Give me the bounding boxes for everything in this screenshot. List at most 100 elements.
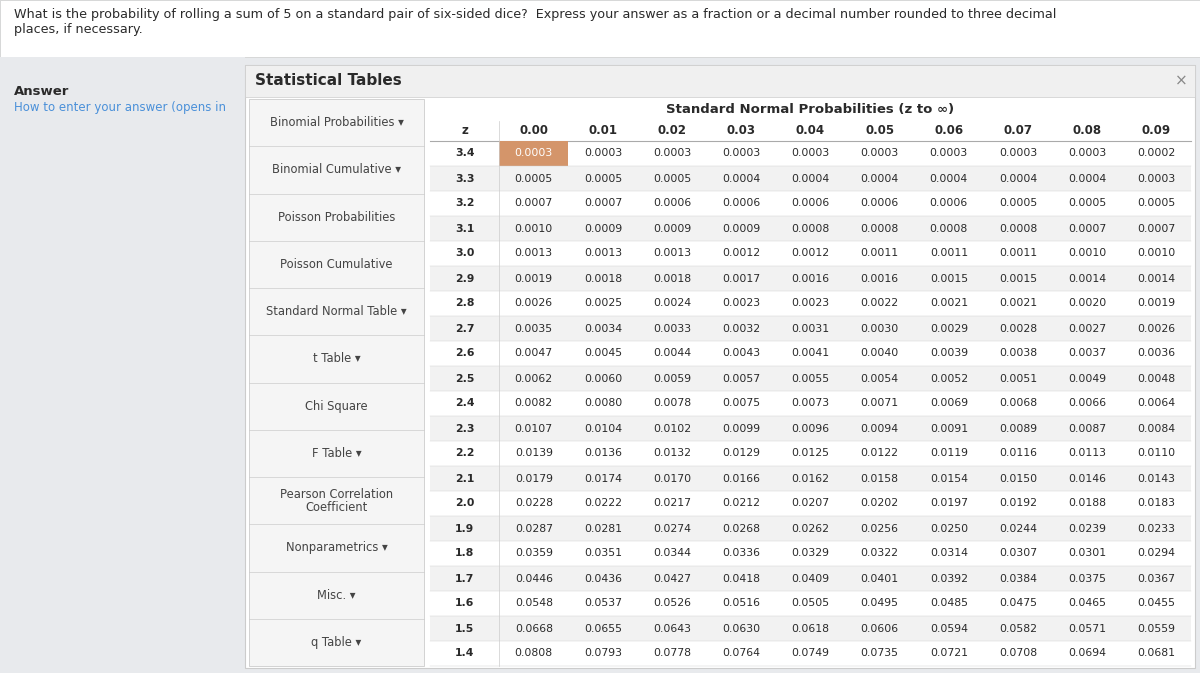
Text: 0.0778: 0.0778 xyxy=(653,649,691,658)
Text: 0.0162: 0.0162 xyxy=(792,474,829,483)
Text: 0.0505: 0.0505 xyxy=(792,598,829,608)
Text: 0.0025: 0.0025 xyxy=(584,299,622,308)
Text: 0.0495: 0.0495 xyxy=(860,598,899,608)
Text: 0.0455: 0.0455 xyxy=(1138,598,1176,608)
Text: 0.0084: 0.0084 xyxy=(1138,423,1176,433)
Bar xyxy=(430,266,1190,291)
Text: 0.0007: 0.0007 xyxy=(1068,223,1106,234)
Text: 0.0125: 0.0125 xyxy=(792,448,829,458)
Text: 0.0668: 0.0668 xyxy=(515,623,553,633)
Bar xyxy=(430,541,1190,566)
Text: 0.0022: 0.0022 xyxy=(860,299,899,308)
Text: Binomial Cumulative ▾: Binomial Cumulative ▾ xyxy=(272,164,401,176)
Bar xyxy=(430,241,1190,266)
Text: 0.0129: 0.0129 xyxy=(722,448,761,458)
Text: 2.0: 2.0 xyxy=(455,499,474,509)
Text: 0.0384: 0.0384 xyxy=(1000,573,1037,583)
Text: 0.0005: 0.0005 xyxy=(1068,199,1106,209)
Text: 0.0012: 0.0012 xyxy=(722,248,761,258)
Text: 1.6: 1.6 xyxy=(455,598,474,608)
Text: 0.0007: 0.0007 xyxy=(584,199,622,209)
Text: 0.0475: 0.0475 xyxy=(1000,598,1037,608)
Text: 0.0004: 0.0004 xyxy=(1068,174,1106,184)
Text: 0.0008: 0.0008 xyxy=(930,223,968,234)
Text: 0.0010: 0.0010 xyxy=(1138,248,1176,258)
Text: 0.0708: 0.0708 xyxy=(998,649,1037,658)
Bar xyxy=(430,616,1190,641)
Text: 0.0003: 0.0003 xyxy=(1068,149,1106,159)
Text: 0.0197: 0.0197 xyxy=(930,499,968,509)
Text: 0.0021: 0.0021 xyxy=(930,299,968,308)
Text: 0.0003: 0.0003 xyxy=(930,149,968,159)
Text: 2.5: 2.5 xyxy=(455,374,474,384)
Text: 0.0041: 0.0041 xyxy=(792,349,829,359)
Text: 1.4: 1.4 xyxy=(455,649,474,658)
Bar xyxy=(430,99,1190,666)
Text: 0.03: 0.03 xyxy=(727,125,756,137)
Text: 0.08: 0.08 xyxy=(1073,125,1102,137)
Text: Binomial Probabilities ▾: Binomial Probabilities ▾ xyxy=(270,116,403,129)
Text: 0.0048: 0.0048 xyxy=(1138,374,1176,384)
Text: 0.0375: 0.0375 xyxy=(1068,573,1106,583)
Text: 0.0307: 0.0307 xyxy=(998,548,1037,559)
Text: 0.0006: 0.0006 xyxy=(653,199,691,209)
Text: 0.0359: 0.0359 xyxy=(515,548,553,559)
Text: 0.0618: 0.0618 xyxy=(792,623,829,633)
Text: 0.0344: 0.0344 xyxy=(653,548,691,559)
Text: 0.0033: 0.0033 xyxy=(653,324,691,334)
Text: 3.1: 3.1 xyxy=(455,223,474,234)
Text: 0.0016: 0.0016 xyxy=(860,273,899,283)
Text: Misc. ▾: Misc. ▾ xyxy=(317,589,355,602)
Text: 0.0011: 0.0011 xyxy=(998,248,1037,258)
Text: 0.0003: 0.0003 xyxy=(653,149,691,159)
Text: 0.0089: 0.0089 xyxy=(998,423,1037,433)
Text: 0.0465: 0.0465 xyxy=(1068,598,1106,608)
Text: 0.0008: 0.0008 xyxy=(860,223,899,234)
Text: 0.0003: 0.0003 xyxy=(515,149,553,159)
Text: 0.0010: 0.0010 xyxy=(515,223,553,234)
Text: 2.1: 2.1 xyxy=(455,474,474,483)
Text: 3.4: 3.4 xyxy=(455,149,474,159)
Text: 0.07: 0.07 xyxy=(1003,125,1032,137)
Text: 0.0150: 0.0150 xyxy=(998,474,1037,483)
Text: Coefficient: Coefficient xyxy=(305,501,367,514)
Text: 0.0003: 0.0003 xyxy=(722,149,761,159)
Text: t Table ▾: t Table ▾ xyxy=(313,353,360,365)
Text: 0.0132: 0.0132 xyxy=(653,448,691,458)
Text: 0.0027: 0.0027 xyxy=(1068,324,1106,334)
Text: 0.0436: 0.0436 xyxy=(584,573,622,583)
Text: 0.0073: 0.0073 xyxy=(792,398,829,409)
Text: 0.0043: 0.0043 xyxy=(722,349,761,359)
Bar xyxy=(430,316,1190,341)
Bar xyxy=(430,141,1190,166)
Text: 0.0116: 0.0116 xyxy=(1000,448,1037,458)
Text: 0.0003: 0.0003 xyxy=(584,149,622,159)
Text: 0.05: 0.05 xyxy=(865,125,894,137)
Text: 0.0301: 0.0301 xyxy=(1068,548,1106,559)
Text: 0.0548: 0.0548 xyxy=(515,598,553,608)
Text: 0.02: 0.02 xyxy=(658,125,686,137)
Text: 0.0039: 0.0039 xyxy=(930,349,968,359)
Text: 3.3: 3.3 xyxy=(455,174,474,184)
Text: 0.0005: 0.0005 xyxy=(584,174,622,184)
Text: 0.0427: 0.0427 xyxy=(653,573,691,583)
Text: 0.0793: 0.0793 xyxy=(584,649,622,658)
Text: 0.0526: 0.0526 xyxy=(653,598,691,608)
Text: 0.0003: 0.0003 xyxy=(791,149,829,159)
Text: 0.0059: 0.0059 xyxy=(653,374,691,384)
Text: q Table ▾: q Table ▾ xyxy=(311,636,361,649)
Text: 0.0015: 0.0015 xyxy=(998,273,1037,283)
Text: 0.0329: 0.0329 xyxy=(792,548,829,559)
Text: 0.0028: 0.0028 xyxy=(998,324,1037,334)
Text: 0.0024: 0.0024 xyxy=(653,299,691,308)
Text: 0.09: 0.09 xyxy=(1142,125,1171,137)
Text: 0.0244: 0.0244 xyxy=(1000,524,1037,534)
Text: 0.0233: 0.0233 xyxy=(1138,524,1176,534)
Text: 0.0005: 0.0005 xyxy=(653,174,691,184)
Text: 0.0038: 0.0038 xyxy=(998,349,1037,359)
Text: 0.0594: 0.0594 xyxy=(930,623,968,633)
Bar xyxy=(245,65,1195,97)
Text: 0.0146: 0.0146 xyxy=(1068,474,1106,483)
Text: 0.0102: 0.0102 xyxy=(653,423,691,433)
Bar xyxy=(430,166,1190,191)
